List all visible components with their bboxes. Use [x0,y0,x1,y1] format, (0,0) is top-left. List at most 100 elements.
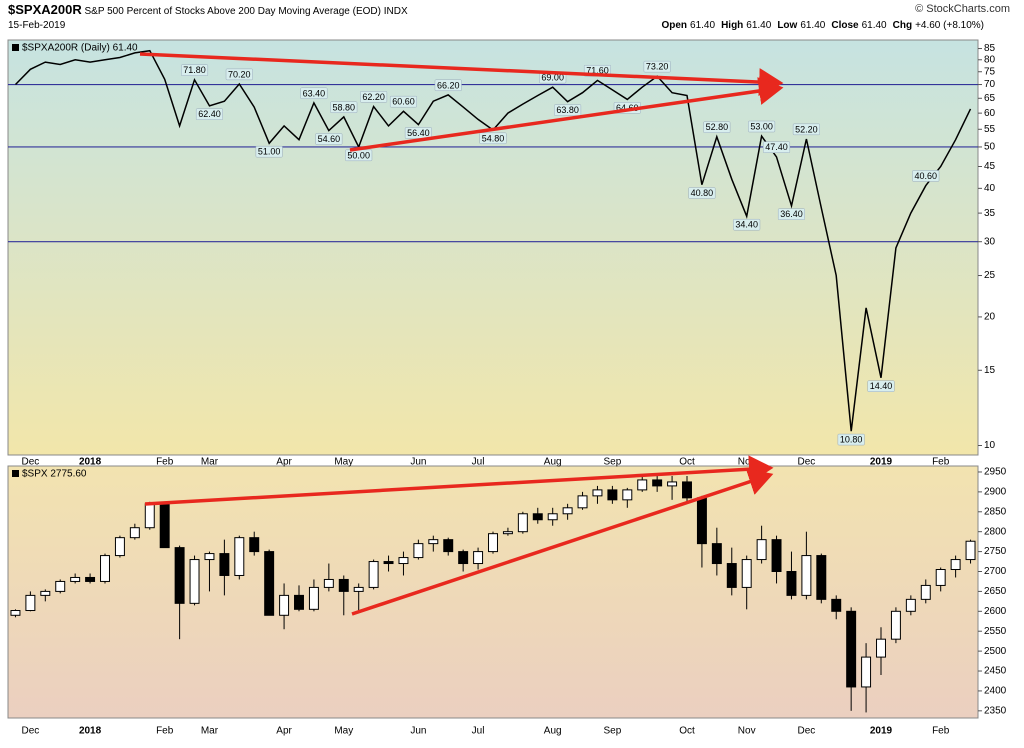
candle-body [279,594,290,616]
value-label: 36.40 [780,209,803,219]
y-tick-label: 20 [984,312,996,323]
candle-body [70,576,81,582]
quote-label: Low [777,20,798,31]
candle-body [592,489,603,497]
y-tick-label: 55 [984,124,996,135]
value-label: 34.40 [735,220,758,230]
x-tick-label: Dec [797,726,815,737]
x-tick-label: Oct [679,457,695,468]
candle-body [398,557,409,565]
candle-body [100,555,110,582]
arrow [144,455,774,506]
y-tick-label: 2800 [984,526,1007,537]
value-label: 62.20 [362,92,385,102]
candle-body [129,527,140,539]
value-label: 50.00 [347,150,370,160]
quote: Open 61.40 High 61.40 Low 61.40 Close 61.40 Chg +… [655,20,984,31]
value-label-box [315,133,343,145]
legend-label: $SPX 2775.60 [22,469,87,480]
candle-body [816,555,827,600]
legend-swatch [12,470,19,477]
candle-body [114,537,125,557]
candle-body [40,590,51,596]
candle-body [473,551,484,565]
value-label: 10.80 [840,435,863,445]
candle-body [323,578,334,588]
credit[interactable]: © StockCharts.com [915,3,1010,15]
value-label: 60.60 [392,97,415,107]
title-row: $SPXA200R S&P 500 Percent of Stocks Abov… [8,2,408,17]
value-label: 54.60 [318,134,341,144]
candle-body [174,547,185,604]
y-tick-label: 2550 [984,626,1007,637]
x-tick-label: Mar [201,726,219,737]
value-label: 54.80 [482,133,505,143]
quote-value: 61.40 [690,20,716,31]
candle-body [771,539,782,572]
x-tick-label: Feb [156,726,174,737]
candle-body [532,513,543,521]
arrow [139,52,784,97]
y-tick-label: 50 [984,142,996,153]
x-tick-label: Mar [201,457,219,468]
y-tick-label: 2350 [984,705,1007,716]
y-tick-label: 2500 [984,646,1007,657]
value-label: 14.40 [870,381,893,391]
y-tick-label: 2450 [984,666,1007,677]
x-tick-label: Feb [932,457,950,468]
candle-body [353,586,364,592]
x-tick-label: Feb [156,457,174,468]
value-label-box [479,132,507,145]
y-tick-label: 25 [984,270,996,281]
value-label: 40.80 [691,188,714,198]
x-tick-label: Dec [797,457,815,468]
candle-body [846,610,857,688]
y-tick-label: 10 [984,440,996,451]
candle-body [711,543,722,565]
value-label: 63.80 [556,105,579,115]
value-label-box [777,208,805,220]
panel-background [7,39,979,456]
value-label-box [360,91,388,103]
candle-body [383,561,394,565]
quote-label: Chg [892,20,913,31]
arrow [349,77,784,152]
y-tick-label: 2850 [984,506,1007,517]
y-tick-label: 70 [984,79,996,90]
value-label-box [300,87,328,100]
candle-body [428,539,439,545]
x-tick-label: Nov [738,457,756,468]
candle-body [308,586,319,610]
y-tick-label: 15 [984,365,996,376]
x-tick-label: Jun [410,726,426,737]
value-label: 63.40 [303,88,326,98]
value-label: 73.20 [646,62,669,72]
x-tick-label: May [334,457,353,468]
value-label: 40.60 [915,171,938,181]
y-tick-label: 30 [984,236,996,247]
value-label: 71.60 [586,66,609,76]
candle-body [517,513,528,533]
x-tick-label: May [334,726,353,737]
value-label: 64.60 [616,103,639,113]
candle-body [622,489,633,501]
candle-body [726,563,737,588]
description: S&P 500 Percent of Stocks Above 200 Day … [84,6,381,17]
y-tick-label: 2950 [984,467,1007,478]
x-tick-label: Aug [544,726,562,737]
value-label-box [643,60,671,73]
arrow [351,468,774,616]
value-label-box [330,101,358,114]
x-tick-label: 2019 [870,457,893,468]
x-tick-label: 2018 [79,457,102,468]
value-label: 56.40 [407,128,430,138]
trend-arrows [139,52,784,616]
value-label-box [181,64,209,76]
candle-body [935,569,946,586]
x-tick-label: Aug [544,457,562,468]
x-tick-label: Apr [276,457,292,468]
candle-body [667,481,678,487]
candle-body [756,539,767,561]
